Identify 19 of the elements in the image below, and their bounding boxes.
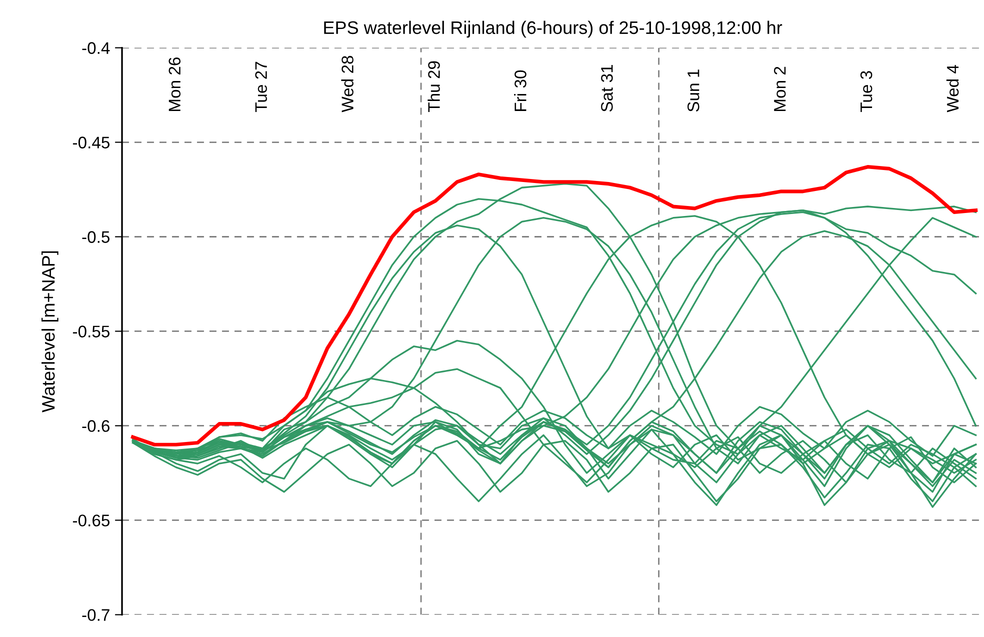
y-tick-label: -0.6 [82,420,110,432]
x-tick-label: Mon 2 [774,66,786,111]
y-tick-label: -0.45 [72,136,110,148]
x-tick-label: Wed 28 [341,56,354,112]
y-axis-title: Waterlevel [m+NAP] [42,251,58,412]
x-tick-label: Wed 4 [946,64,959,112]
x-tick-label: Tue 3 [860,71,872,112]
x-tick-label: Sat 31 [601,64,613,112]
y-tick-label: -0.5 [82,231,110,243]
x-tick-label: Tue 27 [255,62,267,112]
x-tick-label: Thu 29 [428,61,440,112]
y-tick-label: -0.7 [82,609,110,621]
x-tick-label: Sun 1 [687,70,700,112]
x-tick-label: Mon 26 [168,58,181,111]
y-tick-label: -0.55 [72,326,110,338]
y-tick-label: -0.4 [82,42,110,54]
y-tick-label: -0.65 [72,514,110,526]
x-tick-label: Fri 30 [514,70,526,111]
chart-title: EPS waterlevel Rijnland (6-hours) of 25-10-1998,12:00 hr [324,20,782,38]
